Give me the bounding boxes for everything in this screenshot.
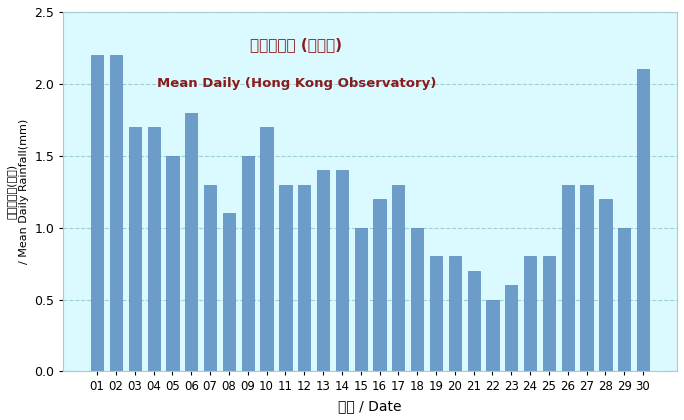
Text: Mean Daily (Hong Kong Observatory): Mean Daily (Hong Kong Observatory) [157, 77, 436, 89]
Bar [486, 299, 499, 371]
Bar [411, 228, 423, 371]
Bar [185, 113, 198, 371]
Bar [298, 184, 311, 371]
Bar [148, 127, 160, 371]
Bar [261, 127, 273, 371]
Bar [110, 55, 122, 371]
Bar [637, 69, 649, 371]
Bar [581, 184, 592, 371]
Bar [562, 184, 574, 371]
Bar [599, 199, 611, 371]
Bar [449, 257, 461, 371]
Bar [204, 184, 216, 371]
Bar [279, 184, 291, 371]
X-axis label: 日期 / Date: 日期 / Date [339, 399, 402, 413]
Bar [317, 170, 329, 371]
Bar [505, 285, 517, 371]
Bar [91, 55, 103, 371]
Bar [392, 184, 404, 371]
Bar [354, 228, 367, 371]
Bar [430, 257, 442, 371]
Bar [467, 271, 479, 371]
Bar [524, 257, 536, 371]
Bar [373, 199, 386, 371]
Bar [336, 170, 348, 371]
Y-axis label: 平均日雨量(毫米)
/ Mean Daily Rainfall(mm): 平均日雨量(毫米) / Mean Daily Rainfall(mm) [7, 119, 29, 264]
Bar [223, 213, 235, 371]
Bar [543, 257, 555, 371]
Bar [129, 127, 141, 371]
Bar [241, 156, 254, 371]
Bar [166, 156, 179, 371]
Text: 平均日雨量 (天文台): 平均日雨量 (天文台) [250, 37, 343, 52]
Bar [618, 228, 631, 371]
